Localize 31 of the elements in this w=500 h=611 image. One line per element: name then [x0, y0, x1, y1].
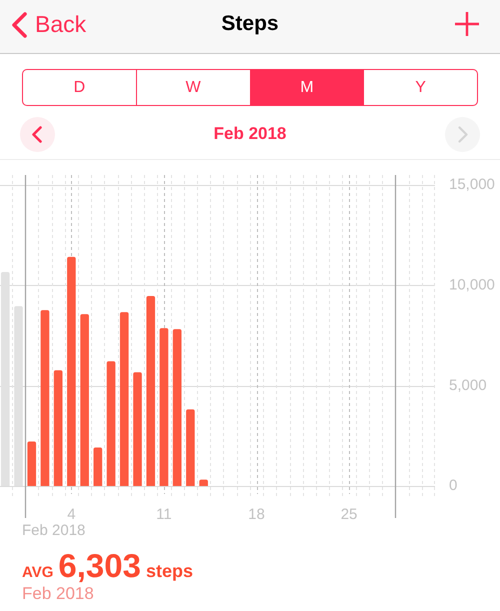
bar	[160, 328, 168, 486]
chart-subtitle: Feb 2018	[214, 124, 286, 144]
x-tick-label: 18	[248, 506, 265, 524]
bar	[106, 361, 116, 486]
bar	[40, 310, 50, 486]
segmented-control: D W M Y	[22, 69, 478, 106]
y-tick-label: 15,000	[449, 176, 495, 194]
text: steps	[146, 561, 194, 582]
x-tick-label: 4	[67, 506, 76, 524]
text: 6,303	[58, 547, 141, 585]
x-tick-label: 25	[340, 506, 358, 524]
bar	[67, 256, 76, 486]
bar	[172, 329, 182, 486]
text: Back	[35, 11, 86, 37]
bar	[133, 372, 142, 486]
bar	[199, 480, 208, 486]
bar	[186, 409, 195, 486]
text: AVG	[22, 564, 54, 581]
text: Feb 2018	[22, 584, 94, 604]
bar	[54, 370, 63, 486]
bar	[94, 448, 102, 486]
chart-title: Steps	[221, 12, 279, 36]
bar	[120, 312, 129, 486]
x-axis-title: Feb 2018	[22, 522, 86, 540]
x-tick-label: 11	[156, 506, 172, 524]
bar	[27, 442, 36, 486]
y-tick-label: 0	[449, 477, 458, 494]
bar	[146, 296, 156, 486]
y-tick-label: 5,000	[449, 376, 487, 394]
bar	[80, 314, 89, 486]
y-tick-label: 10,000	[449, 276, 495, 294]
